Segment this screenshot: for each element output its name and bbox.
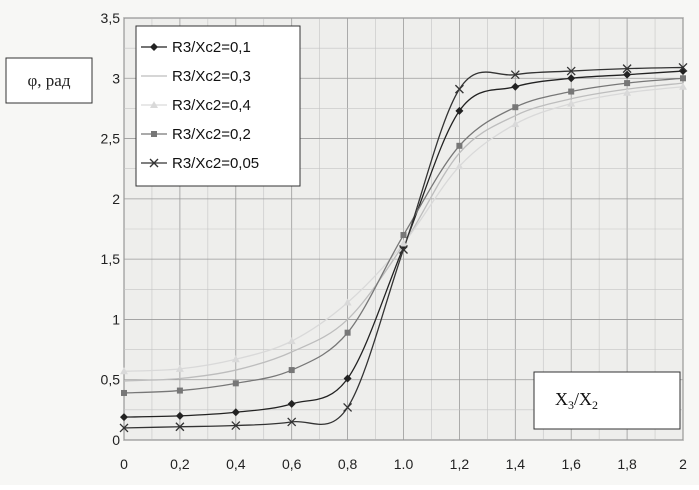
legend-label: R3/Xc2=0,3: [172, 68, 251, 85]
x-tick-label: 0,2: [170, 456, 190, 472]
data-point: [512, 104, 518, 110]
y-tick-labels: 0 0,5 1 1,5 2 2,5 3 3,5: [101, 10, 121, 448]
x-tick-label: 0,8: [338, 456, 358, 472]
x-tick-label: 2: [679, 456, 687, 472]
x-tick-labels: 0 0,2 0,4 0,6 0,8 1.0 1,2 1,4 1,6 1,8 2: [120, 456, 687, 472]
x-axis-label: X3/X2: [555, 389, 598, 412]
data-point: [233, 380, 239, 386]
x-tick-label: 1,4: [506, 456, 526, 472]
y-tick-label: 1,5: [101, 251, 121, 267]
data-point: [401, 232, 407, 238]
x-tick-label: 1.0: [394, 456, 414, 472]
y-tick-label: 2: [112, 191, 120, 207]
data-point: [345, 330, 351, 336]
x-tick-label: 1,6: [561, 456, 581, 472]
legend-label: R3/Xc2=0,2: [172, 126, 251, 143]
data-point: [289, 367, 295, 373]
legend-label: R3/Xc2=0,05: [172, 155, 259, 172]
legend-label: R3/Xc2=0,1: [172, 39, 251, 56]
y-axis-label: φ, рад: [27, 71, 70, 90]
y-tick-label: 3: [112, 70, 120, 86]
y-tick-label: 0: [112, 432, 120, 448]
data-point: [151, 131, 157, 137]
legend: R3/Xc2=0,1 R3/Xc2=0,3 R3/Xc2=0,4 R3/Xc2=0,2…: [136, 26, 300, 186]
x-tick-label: 0,4: [226, 456, 246, 472]
y-tick-label: 0,5: [101, 372, 121, 388]
x-tick-label: 0: [120, 456, 128, 472]
y-tick-label: 2,5: [101, 131, 121, 147]
data-point: [624, 80, 630, 86]
data-point: [680, 75, 686, 81]
data-point: [456, 143, 462, 149]
data-point: [121, 390, 127, 396]
x-tick-label: 1,8: [617, 456, 637, 472]
y-tick-label: 1: [112, 311, 120, 327]
x-tick-label: 0,6: [282, 456, 302, 472]
y-tick-label: 3,5: [101, 10, 121, 26]
data-point: [568, 89, 574, 95]
legend-label: R3/Xc2=0,4: [172, 97, 251, 114]
data-point: [177, 388, 183, 394]
x-tick-label: 1,2: [450, 456, 470, 472]
